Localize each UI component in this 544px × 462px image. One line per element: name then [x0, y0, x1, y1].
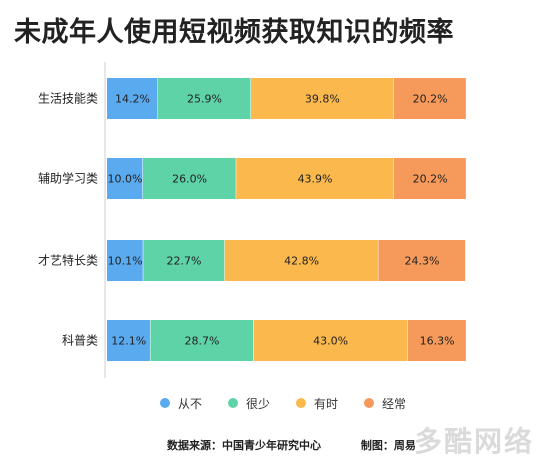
bar-segment-rarely	[143, 240, 225, 281]
data-label: 10.1%	[108, 255, 143, 268]
bar-segment-rarely	[150, 320, 253, 361]
data-label: 39.8%	[305, 93, 340, 106]
bar-segment-often	[393, 158, 466, 199]
data-label: 24.3%	[405, 255, 440, 268]
data-source: 数据来源：中国青少年研究中心	[167, 439, 321, 452]
legend-swatch-sometimes	[296, 398, 307, 408]
data-label: 26.0%	[172, 173, 207, 186]
legend-label-rarely: 很少	[246, 396, 271, 411]
legend: 从不 很少 有时 经常	[160, 394, 432, 412]
legend-item-often: 经常	[364, 395, 406, 412]
bar-segment-sometimes	[224, 240, 378, 281]
legend-item-never: 从不	[160, 395, 202, 412]
legend-item-sometimes: 有时	[296, 395, 338, 412]
bar-segment-never	[107, 320, 150, 361]
data-label: 42.8%	[284, 255, 319, 268]
bar-segment-rarely	[142, 158, 236, 199]
bar-segment-sometimes	[250, 78, 394, 119]
chart-author: 制图：周易	[360, 439, 416, 452]
bar-segment-sometimes	[236, 158, 394, 199]
legend-swatch-never	[160, 398, 170, 408]
data-label: 10.0%	[107, 173, 142, 186]
legend-label-never: 从不	[178, 396, 203, 411]
legend-item-rarely: 很少	[228, 395, 270, 412]
bar-segment-often	[378, 240, 466, 281]
data-label: 22.7%	[167, 255, 202, 268]
footer: 数据来源：中国青少年研究中心 制图：周易	[167, 437, 452, 453]
category-label: 才艺特长类	[38, 253, 98, 268]
legend-swatch-often	[364, 398, 375, 408]
bar-segment-often	[393, 78, 466, 119]
bar-segment-sometimes	[253, 320, 408, 361]
data-label: 14.2%	[115, 93, 150, 106]
data-label: 16.3%	[420, 335, 455, 348]
chart-title: 未成年人使用短视频获取知识的频率	[14, 17, 454, 48]
data-label: 43.9%	[298, 173, 333, 186]
bar-segment-never	[107, 158, 143, 199]
category-label: 辅助学习类	[38, 171, 98, 186]
stacked-bar-chart: 生活技能类 14.2% 25.9% 39.8% 20.2% 辅助学习类 10.0% 26.0%…	[38, 62, 466, 378]
watermark: 多酷网络	[414, 425, 535, 458]
category-label: 科普类	[62, 334, 98, 348]
data-label: 28.7%	[184, 335, 219, 348]
bar-segment-often	[407, 320, 466, 361]
bar-segment-rarely	[157, 78, 251, 119]
legend-label-sometimes: 有时	[314, 396, 339, 411]
bar-segment-never	[107, 240, 143, 281]
data-label: 12.1%	[111, 335, 146, 348]
data-label: 20.2%	[413, 93, 448, 106]
data-label: 25.9%	[187, 93, 222, 106]
data-label: 43.0%	[313, 335, 348, 348]
category-label: 生活技能类	[38, 92, 98, 106]
data-label: 20.2%	[413, 173, 448, 186]
legend-swatch-rarely	[228, 398, 239, 408]
bar-segment-never	[107, 78, 158, 119]
legend-label-often: 经常	[382, 396, 407, 411]
